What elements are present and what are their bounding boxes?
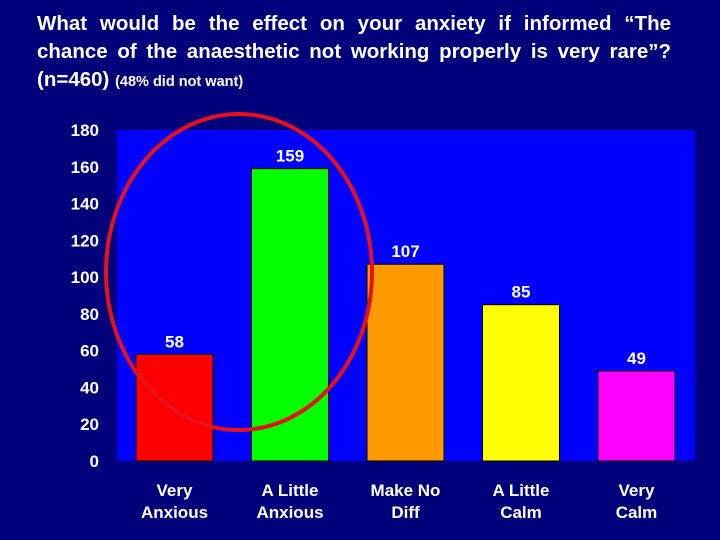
- value-label: 49: [627, 349, 646, 368]
- y-tick-label: 140: [71, 195, 99, 214]
- y-axis-ticks: 0 20 40 60 80 100 120 140 160 180: [71, 121, 99, 471]
- bar: [482, 304, 560, 462]
- y-tick-label: 20: [80, 415, 99, 434]
- chart-title-note: (48% did not want): [115, 74, 244, 90]
- category-label: A Little: [262, 481, 319, 500]
- value-label: 107: [391, 242, 419, 261]
- chart-title-main: What would be the effect on your anxiety…: [37, 12, 671, 91]
- chart-title: What would be the effect on your anxiety…: [37, 10, 671, 96]
- y-tick-label: 180: [71, 121, 99, 140]
- y-tick-label: 120: [71, 231, 99, 250]
- y-tick-label: 60: [80, 342, 99, 361]
- y-tick-label: 40: [80, 378, 99, 397]
- bars: [135, 168, 676, 462]
- category-label: A Little: [493, 481, 550, 500]
- y-tick-label: 160: [71, 158, 99, 177]
- category-label: Anxious: [256, 503, 323, 522]
- bar: [366, 263, 445, 462]
- category-label: Calm: [500, 503, 542, 522]
- bar: [597, 370, 676, 462]
- y-tick-label: 0: [90, 452, 99, 471]
- category-label: Very: [157, 481, 193, 500]
- category-label: Make No: [371, 481, 441, 500]
- category-label: Very: [619, 481, 655, 500]
- category-label: Anxious: [141, 503, 208, 522]
- x-axis-categories: Very Anxious A Little Anxious Make No Diff A L…: [141, 481, 657, 522]
- y-tick-label: 100: [71, 268, 99, 287]
- category-label: Diff: [391, 503, 420, 522]
- value-labels: 58 159 107 85 49: [165, 147, 646, 368]
- value-label: 58: [165, 332, 184, 351]
- y-tick-label: 80: [80, 305, 99, 324]
- value-label: 85: [512, 283, 531, 302]
- category-label: Calm: [616, 503, 658, 522]
- value-label: 159: [276, 147, 304, 166]
- bar: [135, 353, 214, 462]
- bar: [251, 168, 329, 462]
- highlight-ellipse: [104, 112, 374, 432]
